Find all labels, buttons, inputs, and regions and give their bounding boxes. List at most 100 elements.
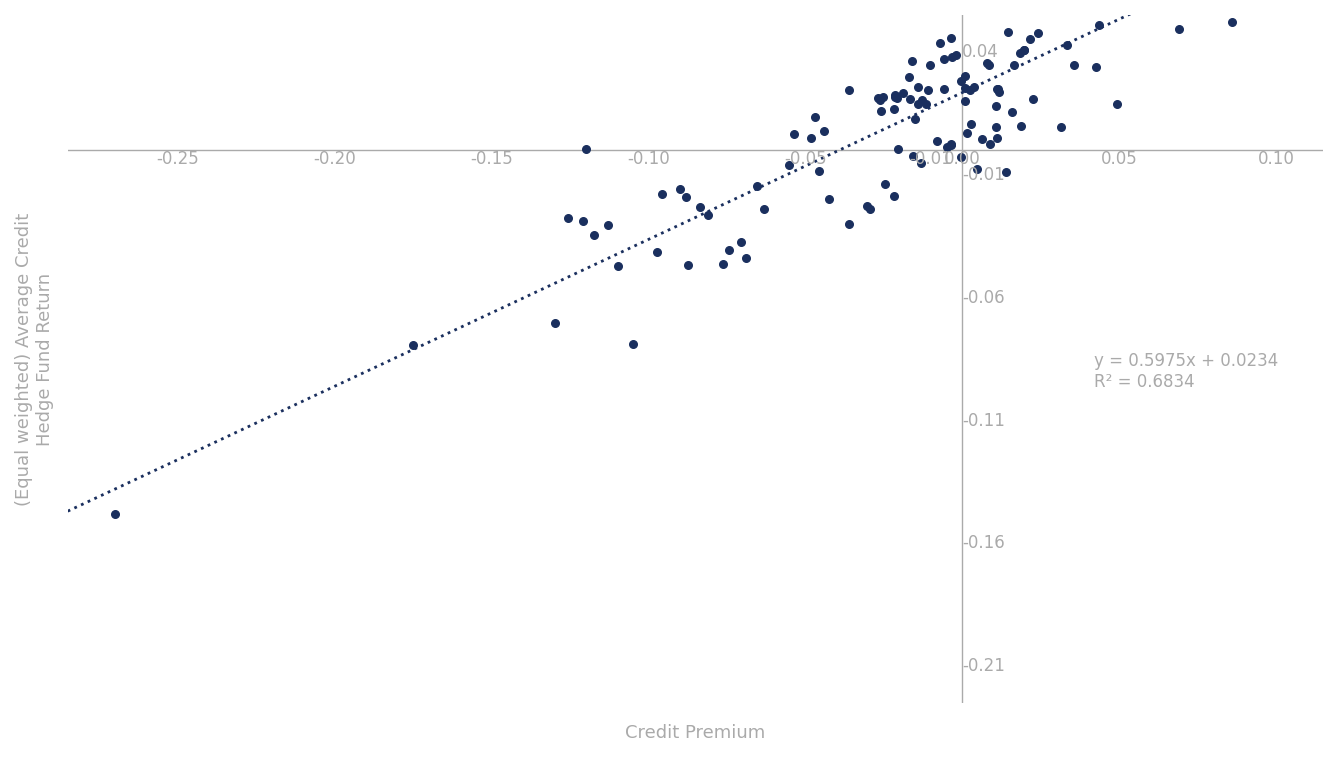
Text: 0.00: 0.00: [943, 150, 981, 168]
Text: -0.25: -0.25: [157, 150, 199, 168]
Point: [736, 252, 757, 264]
Point: [883, 190, 904, 202]
Point: [933, 83, 954, 95]
Point: [1014, 44, 1036, 56]
Text: 0.04: 0.04: [962, 43, 999, 61]
Point: [899, 93, 921, 105]
Point: [872, 92, 894, 104]
Point: [986, 132, 1008, 144]
Point: [697, 209, 719, 221]
Text: -0.06: -0.06: [962, 288, 1005, 307]
Point: [904, 113, 926, 125]
Point: [783, 129, 804, 141]
Point: [995, 166, 1017, 178]
Point: [966, 163, 987, 175]
Point: [887, 143, 909, 155]
Point: [883, 103, 904, 115]
Point: [753, 203, 775, 215]
Point: [1002, 106, 1024, 118]
Text: y = 0.5975x + 0.0234
R² = 0.6834: y = 0.5975x + 0.0234 R² = 0.6834: [1094, 352, 1278, 391]
Point: [867, 92, 888, 104]
Text: 0.05: 0.05: [1101, 150, 1137, 168]
Point: [875, 178, 896, 190]
Point: [1062, 59, 1084, 71]
Point: [1222, 16, 1243, 28]
Point: [808, 165, 830, 177]
Text: -0.01: -0.01: [910, 150, 953, 168]
Point: [971, 132, 993, 145]
Point: [1004, 59, 1025, 71]
Point: [933, 53, 954, 65]
Point: [941, 139, 962, 151]
Point: [689, 201, 710, 213]
Point: [1020, 33, 1041, 45]
Text: -0.01: -0.01: [962, 166, 1005, 184]
Point: [575, 143, 597, 155]
Point: [985, 101, 1006, 113]
Point: [1022, 92, 1044, 104]
Point: [989, 86, 1010, 98]
Point: [963, 80, 985, 92]
Point: [607, 260, 629, 272]
Point: [929, 37, 950, 49]
Point: [676, 191, 697, 203]
Point: [1168, 23, 1189, 35]
Y-axis label: (Equal weighted) Average Credit
Hedge Fund Return: (Equal weighted) Average Credit Hedge Fu…: [15, 213, 54, 506]
Point: [1056, 39, 1077, 51]
Point: [979, 138, 1001, 150]
Point: [403, 339, 424, 351]
Point: [839, 218, 860, 230]
Point: [985, 121, 1006, 133]
Point: [907, 98, 929, 110]
Point: [870, 95, 891, 107]
Point: [804, 111, 826, 123]
Point: [910, 157, 931, 170]
Point: [871, 104, 892, 117]
Point: [902, 151, 923, 163]
Point: [950, 75, 971, 87]
Point: [961, 117, 982, 129]
Point: [1085, 61, 1107, 73]
Point: [957, 126, 978, 139]
Point: [731, 236, 752, 248]
Point: [998, 26, 1020, 38]
Point: [800, 132, 822, 145]
Point: [954, 82, 975, 94]
Point: [583, 229, 605, 241]
Text: -0.21: -0.21: [962, 657, 1005, 675]
Point: [677, 259, 698, 271]
Point: [104, 508, 126, 520]
Point: [917, 84, 938, 96]
Point: [859, 203, 880, 215]
Point: [1088, 19, 1109, 31]
Point: [911, 95, 933, 107]
Point: [812, 125, 834, 137]
Point: [719, 244, 740, 256]
Point: [915, 98, 937, 111]
Point: [887, 92, 909, 104]
Point: [1105, 98, 1127, 110]
Point: [1013, 43, 1034, 55]
Point: [941, 33, 962, 45]
Point: [1010, 120, 1032, 132]
Point: [779, 158, 800, 170]
Point: [987, 83, 1009, 95]
Point: [819, 193, 840, 205]
Point: [986, 83, 1008, 95]
Point: [959, 84, 981, 96]
Point: [946, 48, 967, 61]
Point: [926, 136, 947, 148]
Text: -0.10: -0.10: [628, 150, 669, 168]
Point: [978, 58, 999, 70]
Text: -0.15: -0.15: [470, 150, 512, 168]
Point: [919, 59, 941, 71]
Point: [652, 188, 673, 200]
Point: [954, 70, 975, 82]
Point: [838, 83, 859, 95]
Point: [937, 142, 958, 154]
Point: [646, 246, 668, 258]
Text: 0.10: 0.10: [1258, 150, 1294, 168]
Point: [597, 219, 618, 231]
Point: [892, 87, 914, 99]
Point: [557, 212, 578, 224]
